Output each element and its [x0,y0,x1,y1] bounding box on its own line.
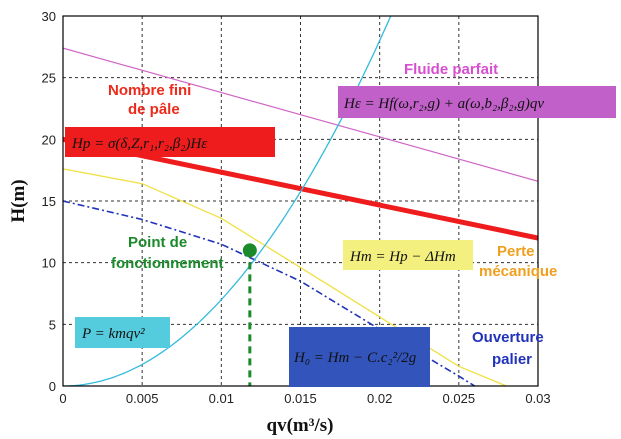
x-tick-label: 0 [59,391,66,406]
y-tick-label: 15 [42,194,56,209]
label-fluide-parfait: Fluide parfait [404,61,498,78]
y-axis-title: H(m) [8,179,29,222]
label-point-1: Point de [128,234,187,251]
y-tick-label: 5 [49,317,56,332]
label-nombre-fini-1: Nombre fini [108,82,191,99]
eq-hp-text: Hp = σ(δ,Z,r₁,r₂,β₂)Hε [71,136,207,152]
y-tick-label: 30 [42,9,56,24]
label-point-2: fonctionnement [111,255,224,272]
x-tick-label: 0.005 [126,391,159,406]
label-ouverture-1: Ouverture [472,329,544,346]
eq-he-text: Hε = Hf(ω,r₂,g) + a(ω,b₂,β₂,g)qv [343,96,544,112]
series-fluide [63,47,538,182]
label-nombre-fini-2: de pâle [128,101,180,118]
y-tick-label: 20 [42,132,56,147]
eq-p-box: P = kmqv² [75,317,170,348]
x-tick-label: 0.01 [209,391,234,406]
eq-he-box: Hε = Hf(ω,r₂,g) + a(ω,b₂,β₂,g)qv [338,86,616,118]
y-tick-label: 25 [42,71,56,86]
series-ouverture [63,200,476,386]
eq-p-text: P = kmqv² [81,326,145,342]
tick-labels: 0 0.005 0.01 0.015 0.02 0.025 0.03 0 5 10 15 20 25 30 [42,9,551,406]
label-ouverture-2: palier [492,351,532,368]
series-parabole [63,16,392,386]
x-tick-label: 0.015 [284,391,317,406]
x-tick-label: 0.025 [443,391,476,406]
eq-hp-box: Hp = σ(δ,Z,r₁,r₂,β₂)Hε [65,127,275,157]
eq-h0-box: H₀ = Hm − C.c₂²/2g [289,327,430,387]
eq-h0-text: H₀ = Hm − C.c₂²/2g [293,350,417,366]
label-perte-2: mécanique [479,263,557,280]
eq-hm-box: Hm = Hp − ΔHm [343,240,473,270]
x-axis-title: qv(m³/s) [267,415,334,436]
operating-point [242,243,257,258]
label-perte-1: Perte [497,243,535,260]
y-tick-label: 10 [42,256,56,271]
x-tick-label: 0.02 [367,391,392,406]
x-tick-label: 0.03 [525,391,550,406]
series-perte [63,168,507,386]
eq-hm-text: Hm = Hp − ΔHm [349,249,456,265]
y-tick-label: 0 [49,379,56,394]
marks [242,243,257,386]
